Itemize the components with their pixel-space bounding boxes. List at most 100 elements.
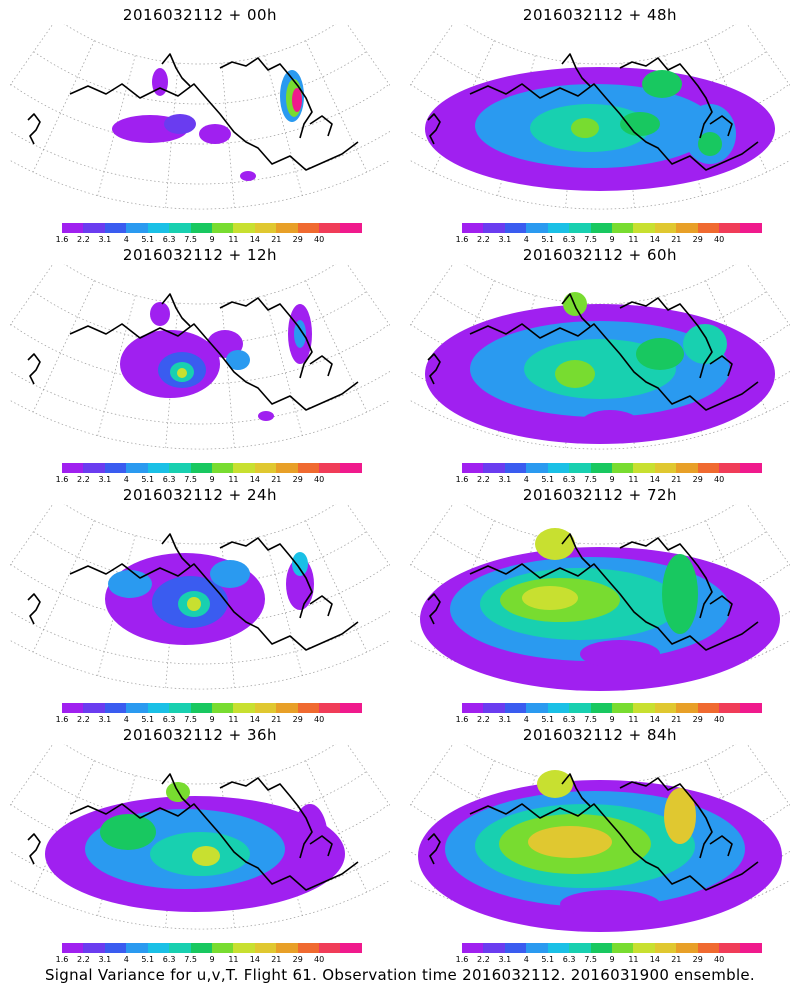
colorbar-tick-label: 4 bbox=[523, 715, 529, 724]
coastline bbox=[427, 593, 441, 625]
colorbar-tick-label: 9 bbox=[609, 235, 615, 244]
colorbar-tick-label: 29 bbox=[692, 715, 703, 724]
variance-contour bbox=[177, 368, 187, 378]
colorbar-swatch bbox=[633, 703, 655, 713]
colorbar-labels: 1.6 2.2 3.1 4 5.1 6.3 7.5 9 11 14 21 29 40 bbox=[450, 715, 774, 725]
colorbar-labels: 1.6 2.2 3.1 4 5.1 6.3 7.5 9 11 14 21 29 40 bbox=[450, 955, 774, 965]
colorbar-tick-label: 2.2 bbox=[77, 715, 90, 724]
variance-contour bbox=[292, 88, 302, 112]
map-plot bbox=[410, 744, 790, 932]
panel-title: 2016032112 + 84h bbox=[522, 726, 678, 744]
colorbar-swatch bbox=[233, 943, 255, 953]
colorbar-swatch bbox=[340, 703, 362, 713]
colorbar-tick-label: 40 bbox=[714, 475, 725, 484]
longitude-line bbox=[32, 40, 95, 173]
colorbar-swatch bbox=[740, 703, 762, 713]
colorbar-tick-label: 5.1 bbox=[541, 475, 555, 484]
longitude-line bbox=[305, 40, 368, 173]
longitude-line bbox=[746, 744, 790, 806]
colorbar-tick-label: 4 bbox=[523, 475, 529, 484]
latitude-line bbox=[410, 399, 790, 450]
variance-contour bbox=[210, 560, 250, 588]
forecast-panel: 2016032112 + 60h 1.6 2.2 3.1 4 5.1 6.3 7.5 9 11 1… bbox=[400, 240, 800, 484]
variance-contour bbox=[560, 890, 660, 918]
colorbar-tick-label: 29 bbox=[292, 475, 303, 484]
colorbar-swatch bbox=[83, 223, 105, 233]
colorbar-swatch bbox=[211, 223, 234, 233]
colorbar-tick-label: 6.3 bbox=[562, 235, 576, 244]
variance-contour bbox=[537, 770, 573, 798]
colorbar-swatch bbox=[740, 223, 762, 233]
colorbar-swatch bbox=[169, 223, 191, 233]
colorbar-tick-label: 3.1 bbox=[498, 955, 512, 964]
colorbar-swatch bbox=[633, 463, 655, 473]
map-plot bbox=[410, 24, 790, 210]
colorbar-swatch bbox=[719, 943, 741, 953]
colorbar-tick-label: 6.3 bbox=[562, 715, 576, 724]
longitude-line bbox=[264, 55, 303, 196]
colorbar-tick-label: 29 bbox=[292, 235, 303, 244]
coastline bbox=[469, 323, 759, 411]
variance-contour bbox=[150, 302, 170, 326]
colorbar-swatch bbox=[190, 223, 212, 233]
colorbar-tick-label: 29 bbox=[692, 235, 703, 244]
colorbar-swatch bbox=[654, 703, 677, 713]
colorbar-swatch bbox=[654, 223, 677, 233]
variance-contour bbox=[664, 788, 696, 844]
forecast-panel: 2016032112 + 12h 1.6 2.2 3.1 4 5.1 6.3 7.5 9 11 1… bbox=[0, 240, 400, 484]
colorbar-swatch bbox=[233, 223, 255, 233]
longitude-line bbox=[346, 264, 390, 326]
colorbar-tick-label: 3.1 bbox=[498, 235, 512, 244]
colorbar-swatch bbox=[483, 223, 505, 233]
colorbar-swatch bbox=[211, 703, 234, 713]
coastline bbox=[219, 537, 313, 619]
colorbar-swatch bbox=[590, 223, 612, 233]
colorbar-tick-label: 29 bbox=[292, 715, 303, 724]
colorbar-swatch bbox=[462, 223, 484, 233]
colorbar-swatch bbox=[740, 463, 762, 473]
colorbar-swatch bbox=[340, 223, 362, 233]
colorbar-tick-label: 5.1 bbox=[141, 955, 155, 964]
latitude-line bbox=[33, 51, 367, 105]
colorbar-tick-label: 5.1 bbox=[541, 715, 555, 724]
colorbar-swatch bbox=[319, 703, 341, 713]
latitude-line bbox=[10, 399, 390, 450]
colorbar bbox=[462, 223, 762, 233]
colorbar-swatch bbox=[297, 943, 320, 953]
colorbar-swatch bbox=[633, 943, 655, 953]
map-plot bbox=[10, 744, 390, 930]
longitude-line bbox=[346, 24, 390, 86]
colorbar-swatch bbox=[319, 463, 341, 473]
colorbar-tick-label: 3.1 bbox=[98, 235, 112, 244]
coastline bbox=[219, 777, 313, 859]
colorbar-tick-label: 1.6 bbox=[55, 715, 69, 724]
colorbar bbox=[62, 463, 362, 473]
coastline bbox=[469, 563, 759, 651]
colorbar-tick-label: 7.5 bbox=[584, 955, 597, 964]
longitude-line bbox=[746, 504, 790, 566]
colorbar bbox=[462, 463, 762, 473]
coastline bbox=[219, 57, 313, 139]
colorbar-swatch bbox=[190, 463, 212, 473]
colorbar-swatch bbox=[462, 463, 484, 473]
colorbar-tick-label: 40 bbox=[714, 235, 725, 244]
variance-contour bbox=[642, 70, 682, 98]
latitude-line bbox=[463, 264, 737, 305]
colorbar-tick-label: 11 bbox=[228, 715, 239, 724]
panel-title: 2016032112 + 60h bbox=[522, 246, 678, 264]
panel-title: 2016032112 + 24h bbox=[122, 486, 278, 504]
colorbar-tick-label: 29 bbox=[692, 475, 703, 484]
colorbar-swatch bbox=[62, 463, 84, 473]
colorbar-tick-label: 5.1 bbox=[141, 475, 155, 484]
colorbar-tick-label: 14 bbox=[249, 235, 260, 244]
latitude-line bbox=[33, 291, 367, 345]
colorbar-tick-label: 21 bbox=[671, 235, 682, 244]
longitude-line bbox=[746, 24, 790, 86]
colorbar-tick-label: 9 bbox=[209, 955, 215, 964]
colorbar-tick-label: 6.3 bbox=[162, 955, 176, 964]
colorbar-tick-label: 6.3 bbox=[162, 235, 176, 244]
colorbar-tick-label: 40 bbox=[314, 475, 325, 484]
colorbar-tick-label: 6.3 bbox=[162, 475, 176, 484]
colorbar-swatch bbox=[483, 463, 505, 473]
colorbar-swatch bbox=[526, 463, 548, 473]
